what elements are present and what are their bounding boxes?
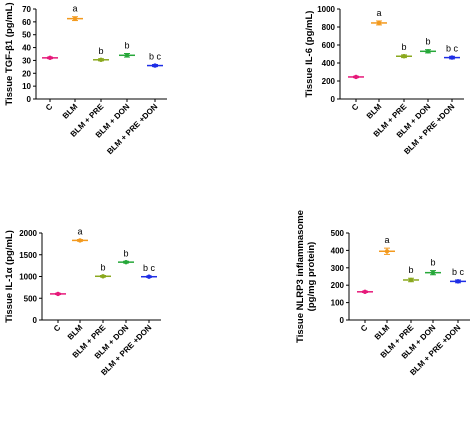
- significance-label: b: [124, 40, 129, 50]
- significance-label: b: [123, 248, 128, 258]
- data-point: [98, 57, 104, 62]
- data-point: [401, 54, 407, 59]
- x-category-label: BLM: [61, 102, 80, 121]
- y-tick-label: 100: [331, 299, 345, 308]
- data-point: [124, 53, 130, 58]
- data-point: [408, 277, 414, 283]
- y-tick-label: 1000: [317, 5, 335, 14]
- y-tick-label: 0: [33, 316, 38, 325]
- significance-label: b c: [143, 263, 156, 273]
- significance-label: b: [430, 258, 435, 268]
- y-axis-label: Tissue IL-1α (pg/mL): [4, 230, 15, 323]
- x-category-label: BLM: [365, 102, 384, 121]
- significance-label: a: [72, 4, 77, 14]
- y-tick-label: 50: [22, 31, 31, 40]
- significance-label: a: [77, 227, 82, 237]
- data-point: [376, 20, 382, 26]
- significance-label: b: [401, 42, 406, 52]
- y-tick-label: 500: [331, 229, 345, 238]
- data-point: [123, 259, 129, 265]
- data-point: [430, 270, 436, 275]
- data-point: [353, 74, 359, 80]
- y-tick-label: 300: [331, 264, 345, 273]
- y-tick-label: 600: [322, 41, 336, 50]
- y-tick-label: 10: [22, 82, 31, 91]
- y-tick-label: 2000: [19, 229, 37, 238]
- data-point: [455, 279, 461, 284]
- y-tick-label: 0: [331, 95, 336, 104]
- y-axis-label-unit: (pg/mg protein): [306, 242, 317, 312]
- y-tick-label: 1500: [19, 251, 37, 260]
- data-point: [152, 63, 158, 68]
- data-point: [146, 274, 152, 279]
- data-point: [72, 16, 78, 21]
- y-tick-label: 40: [22, 44, 31, 53]
- y-tick-label: 200: [322, 77, 336, 86]
- y-tick-label: 500: [24, 294, 38, 303]
- significance-label: a: [376, 8, 381, 18]
- y-tick-label: 400: [322, 59, 336, 68]
- x-category-label: C: [359, 323, 370, 334]
- data-point: [55, 291, 61, 297]
- significance-label: b: [425, 37, 430, 47]
- y-tick-label: 400: [331, 246, 345, 255]
- y-tick-label: 70: [22, 5, 31, 14]
- y-tick-label: 0: [340, 316, 345, 325]
- data-point: [77, 238, 83, 243]
- y-tick-label: 60: [22, 18, 31, 27]
- x-category-label: BLM: [66, 323, 85, 342]
- data-point: [425, 49, 431, 54]
- x-category-label: C: [44, 102, 55, 113]
- significance-label: b c: [452, 267, 465, 277]
- x-category-label: BLM + PRE +DON: [105, 102, 159, 156]
- data-point: [384, 249, 390, 254]
- data-point: [362, 289, 368, 295]
- y-tick-label: 200: [331, 281, 345, 290]
- y-tick-label: 800: [322, 23, 336, 32]
- significance-label: b c: [149, 52, 162, 62]
- y-tick-label: 0: [27, 95, 32, 104]
- x-category-label: BLM: [373, 323, 392, 342]
- x-category-label: C: [350, 102, 361, 113]
- y-axis-label: Tissue IL-6 (pg/mL): [304, 11, 315, 98]
- data-point: [449, 55, 455, 60]
- x-category-label: C: [52, 323, 63, 334]
- data-point: [47, 55, 53, 61]
- y-tick-label: 1000: [19, 273, 37, 282]
- y-tick-label: 20: [22, 69, 31, 78]
- significance-label: a: [384, 235, 389, 245]
- significance-label: b c: [446, 43, 459, 53]
- significance-label: b: [408, 265, 413, 275]
- significance-label: b: [98, 46, 103, 56]
- data-point: [100, 274, 106, 279]
- y-tick-label: 30: [22, 56, 31, 65]
- significance-label: b: [100, 262, 105, 272]
- y-axis-label: Tissue NLRP3 inflammasome: [295, 210, 306, 343]
- y-axis-label: Tissue TGF-β1 (pg/mL): [4, 2, 15, 105]
